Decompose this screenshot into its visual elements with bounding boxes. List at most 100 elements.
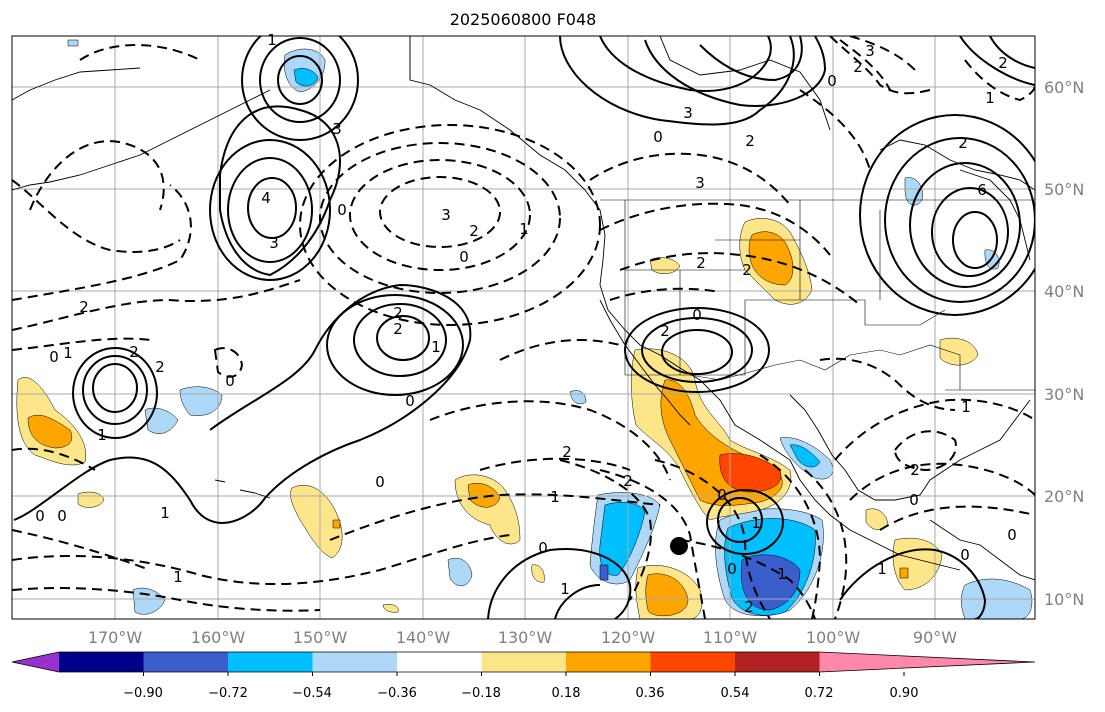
colorbar-tick-label: −0.18 bbox=[461, 686, 501, 701]
colorbar-segment bbox=[735, 652, 820, 672]
lon-label: 90°W bbox=[913, 628, 957, 647]
contour-label: 2 bbox=[129, 343, 139, 361]
contour-label: 3 bbox=[683, 104, 693, 122]
contour-label: 1 bbox=[751, 514, 761, 532]
contour-label: 4 bbox=[261, 189, 271, 207]
contour-label: 0 bbox=[1007, 526, 1017, 544]
lat-label: 50°N bbox=[1044, 180, 1084, 199]
center-dot-marker bbox=[670, 537, 688, 555]
colorbar-tick-label: −0.36 bbox=[377, 686, 417, 701]
contour-label: 3 bbox=[269, 234, 279, 252]
contour-label: 2 bbox=[910, 461, 920, 479]
contour-label: 2 bbox=[393, 304, 403, 322]
colorbar-segment bbox=[228, 652, 313, 672]
lat-label: 10°N bbox=[1044, 590, 1084, 609]
colorbar-segment bbox=[481, 652, 567, 672]
colorbar-outline bbox=[11, 651, 1036, 673]
contour-label: 1 bbox=[97, 426, 107, 444]
contour-label: 2 bbox=[393, 320, 403, 338]
colorbar-tick-label: 0.72 bbox=[805, 686, 834, 701]
contour-label: 0 bbox=[375, 473, 385, 491]
shaded-anomaly-fields bbox=[16, 39, 1033, 619]
contour-label: 0 bbox=[538, 539, 548, 557]
colorbar-tick-label: 0.36 bbox=[636, 686, 665, 701]
contour-label: 3 bbox=[441, 206, 451, 224]
colorbar-tick-label: 0.18 bbox=[552, 686, 581, 701]
contour-label: 3 bbox=[332, 120, 342, 138]
contour-label: 2 bbox=[562, 443, 572, 461]
lat-label: 20°N bbox=[1044, 487, 1084, 506]
lon-label: 110°W bbox=[703, 628, 758, 647]
contour-label: 1 bbox=[160, 504, 170, 522]
contour-label: 2 bbox=[623, 472, 633, 490]
contour-label: 0 bbox=[827, 72, 837, 90]
lon-label: 160°W bbox=[191, 628, 246, 647]
contour-label: 1 bbox=[560, 580, 570, 598]
contour-label: 0 bbox=[960, 546, 970, 564]
contour-label: 0 bbox=[225, 372, 235, 390]
contour-label: 0 bbox=[727, 560, 737, 578]
contour-label: 0 bbox=[49, 348, 59, 366]
contour-label: 3 bbox=[695, 174, 705, 192]
colorbar-tick-label: 0.54 bbox=[721, 686, 750, 701]
contour-label: 2 bbox=[742, 261, 752, 279]
contour-label: 1 bbox=[877, 560, 887, 578]
map-title: 2025060800 F048 bbox=[450, 10, 597, 29]
contour-label: 2 bbox=[998, 54, 1008, 72]
contour-label: 2 bbox=[853, 58, 863, 76]
map-frame bbox=[11, 35, 1036, 620]
colorbar-tick-label: −0.90 bbox=[123, 686, 163, 701]
contour-label: 2 bbox=[469, 222, 479, 240]
colorbar-tick-labels: −0.90 −0.72 −0.54 −0.36 −0.18 0.18 0.36 … bbox=[123, 686, 918, 701]
contour-label: 2 bbox=[660, 322, 670, 340]
lat-label: 30°N bbox=[1044, 385, 1084, 404]
contour-label: 6 bbox=[977, 181, 987, 199]
colorbar-tick-label: 0.90 bbox=[890, 686, 919, 701]
contour-label: 1 bbox=[961, 398, 971, 416]
colorbar-extend-high bbox=[819, 652, 1035, 672]
contour-label: 1 bbox=[63, 344, 73, 362]
contour-label: 0 bbox=[337, 201, 347, 219]
colorbar-segment bbox=[312, 652, 398, 672]
map-plot-area bbox=[12, 36, 1035, 619]
contour-label: 1 bbox=[985, 89, 995, 107]
contour-label: 1 bbox=[267, 31, 277, 49]
latlon-grid bbox=[12, 36, 1035, 619]
contour-label: 2 bbox=[696, 254, 706, 272]
contour-label: 2 bbox=[79, 298, 89, 316]
contour-label: 2 bbox=[958, 134, 968, 152]
contour-label-group: 3 2 1 0 3 2 6 0 3 3 2 0 4 3 2 1 0 3 2 2 … bbox=[35, 31, 1017, 616]
contour-lines bbox=[13, 36, 1035, 619]
lon-label: 170°W bbox=[88, 628, 143, 647]
contour-label: 2 bbox=[745, 132, 755, 150]
contour-label: 2 bbox=[744, 598, 754, 616]
colorbar-segment bbox=[59, 652, 144, 672]
lon-label: 130°W bbox=[498, 628, 553, 647]
lat-label: 60°N bbox=[1044, 78, 1084, 97]
lon-label: 120°W bbox=[601, 628, 656, 647]
contour-label: 0 bbox=[692, 306, 702, 324]
contour-label: 1 bbox=[431, 338, 441, 356]
colorbar-segment bbox=[143, 652, 229, 672]
contour-label: 1 bbox=[173, 568, 183, 586]
contour-label: 0 bbox=[459, 248, 469, 266]
latitude-labels: 60°N 50°N 40°N 30°N 20°N 10°N bbox=[1044, 78, 1084, 609]
contour-label: 1 bbox=[550, 488, 560, 506]
lon-label: 140°W bbox=[396, 628, 451, 647]
political-borders bbox=[409, 36, 1035, 391]
contour-label: 0 bbox=[57, 507, 67, 525]
lon-label: 100°W bbox=[806, 628, 861, 647]
contour-label: 1 bbox=[519, 220, 529, 238]
colorbar-segment bbox=[566, 652, 651, 672]
colorbar-extend-low bbox=[12, 652, 59, 672]
colorbar bbox=[11, 651, 1036, 676]
contour-label: 0 bbox=[35, 507, 45, 525]
colorbar-tick-label: −0.54 bbox=[292, 686, 332, 701]
contour-label: 3 bbox=[865, 42, 875, 60]
contour-label: 0 bbox=[653, 128, 663, 146]
colorbar-tick-label: −0.72 bbox=[208, 686, 248, 701]
longitude-labels: 170°W 160°W 150°W 140°W 130°W 120°W 110°… bbox=[88, 628, 957, 647]
contour-label: 0 bbox=[717, 486, 727, 504]
colorbar-segment bbox=[397, 652, 482, 672]
